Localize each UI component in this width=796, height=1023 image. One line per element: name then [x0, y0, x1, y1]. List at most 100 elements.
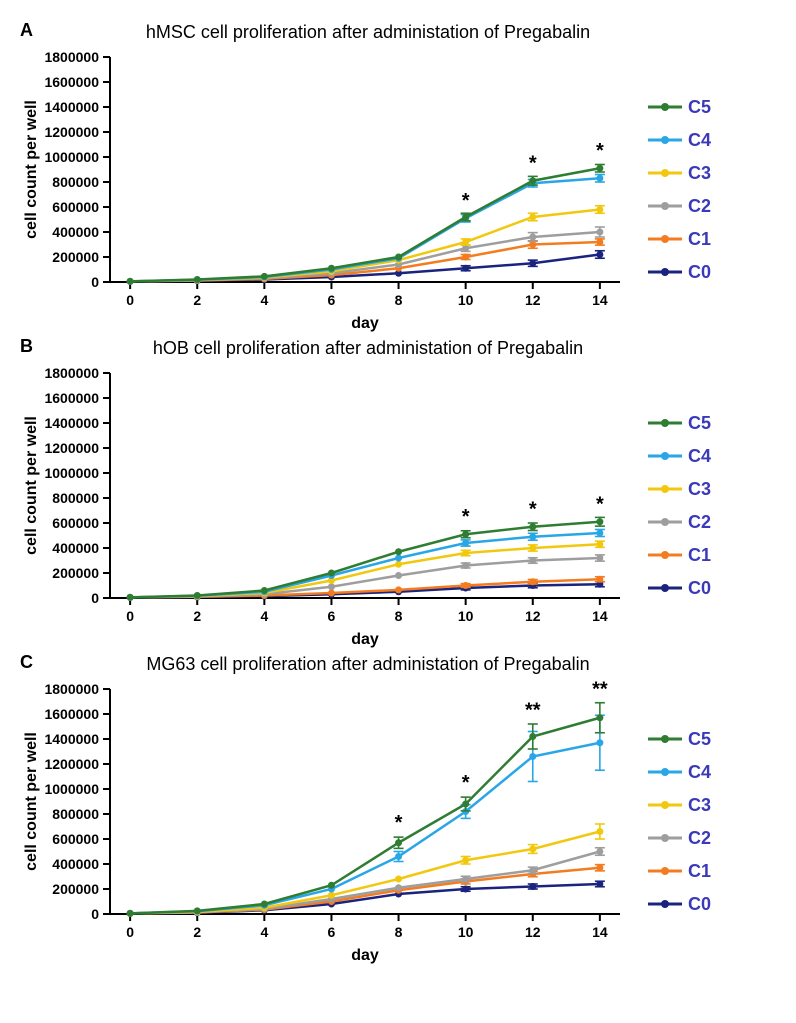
svg-text:400000: 400000 — [52, 540, 99, 556]
svg-text:800000: 800000 — [52, 806, 99, 822]
svg-text:6: 6 — [328, 608, 336, 624]
legend-swatch-C4 — [648, 133, 682, 147]
legend-label-C0: C0 — [688, 894, 711, 915]
panel-B-title: hOB cell proliferation after administati… — [0, 336, 776, 359]
legend-swatch-C1 — [648, 232, 682, 246]
svg-text:0: 0 — [91, 274, 99, 290]
panel-A: A hMSC cell proliferation after administ… — [20, 20, 776, 332]
legend-label-C4: C4 — [688, 130, 711, 151]
svg-text:*: * — [596, 140, 604, 162]
svg-text:**: ** — [592, 679, 608, 700]
svg-text:*: * — [462, 506, 470, 528]
svg-text:12: 12 — [525, 924, 541, 940]
panel-C-label: C — [20, 652, 33, 673]
legend-label-C5: C5 — [688, 97, 711, 118]
legend-label-C4: C4 — [688, 762, 711, 783]
svg-text:1200000: 1200000 — [44, 440, 99, 456]
svg-text:0: 0 — [91, 906, 99, 922]
svg-text:*: * — [395, 812, 403, 834]
legend-item-C1: C1 — [648, 861, 711, 882]
legend-label-C5: C5 — [688, 729, 711, 750]
svg-text:200000: 200000 — [52, 249, 99, 265]
panel-B-row: 0200000400000600000800000100000012000001… — [20, 363, 776, 648]
svg-text:8: 8 — [395, 292, 403, 308]
svg-text:1400000: 1400000 — [44, 99, 99, 115]
legend-item-C4: C4 — [648, 130, 711, 151]
svg-text:4: 4 — [260, 292, 268, 308]
svg-text:12: 12 — [525, 608, 541, 624]
svg-text:1200000: 1200000 — [44, 124, 99, 140]
svg-text:1600000: 1600000 — [44, 74, 99, 90]
legend-swatch-C5 — [648, 732, 682, 746]
panel-C-title: MG63 cell proliferation after administat… — [0, 652, 776, 675]
svg-text:1400000: 1400000 — [44, 415, 99, 431]
svg-text:day: day — [351, 947, 379, 964]
svg-text:400000: 400000 — [52, 224, 99, 240]
legend-item-C3: C3 — [648, 163, 711, 184]
svg-text:1000000: 1000000 — [44, 781, 99, 797]
legend-label-C3: C3 — [688, 163, 711, 184]
legend-swatch-C5 — [648, 100, 682, 114]
legend-swatch-C2 — [648, 199, 682, 213]
svg-text:12: 12 — [525, 292, 541, 308]
svg-text:800000: 800000 — [52, 490, 99, 506]
svg-text:*: * — [596, 494, 604, 516]
legend-item-C0: C0 — [648, 578, 711, 599]
svg-text:1600000: 1600000 — [44, 390, 99, 406]
figure-container: A hMSC cell proliferation after administ… — [20, 20, 776, 964]
svg-text:1800000: 1800000 — [44, 681, 99, 697]
svg-text:*: * — [462, 190, 470, 212]
svg-text:cell count per well: cell count per well — [23, 100, 40, 239]
legend-swatch-C0 — [648, 265, 682, 279]
legend-item-C3: C3 — [648, 795, 711, 816]
legend-label-C3: C3 — [688, 795, 711, 816]
svg-text:1600000: 1600000 — [44, 706, 99, 722]
svg-text:14: 14 — [592, 924, 608, 940]
legend-item-C0: C0 — [648, 894, 711, 915]
svg-text:2: 2 — [193, 924, 201, 940]
svg-text:600000: 600000 — [52, 199, 99, 215]
svg-text:**: ** — [525, 700, 541, 722]
svg-text:10: 10 — [458, 292, 474, 308]
svg-text:600000: 600000 — [52, 831, 99, 847]
panel-A-row: 0200000400000600000800000100000012000001… — [20, 47, 776, 332]
panel-B: B hOB cell proliferation after administa… — [20, 336, 776, 648]
svg-text:600000: 600000 — [52, 515, 99, 531]
panel-C-row: 0200000400000600000800000100000012000001… — [20, 679, 776, 964]
svg-text:day: day — [351, 315, 379, 332]
svg-text:cell count per well: cell count per well — [23, 416, 40, 555]
panel-C: C MG63 cell proliferation after administ… — [20, 652, 776, 964]
svg-text:0: 0 — [126, 292, 134, 308]
panel-B-legend: C5C4C3C2C1C0 — [648, 413, 711, 599]
legend-item-C1: C1 — [648, 545, 711, 566]
panel-B-label: B — [20, 336, 33, 357]
legend-swatch-C3 — [648, 798, 682, 812]
legend-item-C5: C5 — [648, 729, 711, 750]
svg-text:*: * — [462, 772, 470, 794]
svg-text:200000: 200000 — [52, 565, 99, 581]
svg-text:cell count per well: cell count per well — [23, 732, 40, 871]
legend-item-C2: C2 — [648, 196, 711, 217]
legend-item-C3: C3 — [648, 479, 711, 500]
legend-swatch-C1 — [648, 548, 682, 562]
svg-text:8: 8 — [395, 924, 403, 940]
legend-item-C4: C4 — [648, 446, 711, 467]
svg-text:1000000: 1000000 — [44, 149, 99, 165]
legend-swatch-C2 — [648, 831, 682, 845]
svg-text:6: 6 — [328, 924, 336, 940]
legend-swatch-C0 — [648, 897, 682, 911]
legend-swatch-C3 — [648, 166, 682, 180]
legend-swatch-C3 — [648, 482, 682, 496]
svg-text:*: * — [529, 499, 537, 521]
legend-label-C2: C2 — [688, 196, 711, 217]
svg-text:8: 8 — [395, 608, 403, 624]
svg-text:0: 0 — [91, 590, 99, 606]
svg-text:200000: 200000 — [52, 881, 99, 897]
svg-text:day: day — [351, 631, 379, 648]
legend-swatch-C1 — [648, 864, 682, 878]
svg-text:4: 4 — [260, 608, 268, 624]
svg-text:0: 0 — [126, 608, 134, 624]
panel-C-legend: C5C4C3C2C1C0 — [648, 729, 711, 915]
legend-label-C1: C1 — [688, 545, 711, 566]
svg-text:4: 4 — [260, 924, 268, 940]
